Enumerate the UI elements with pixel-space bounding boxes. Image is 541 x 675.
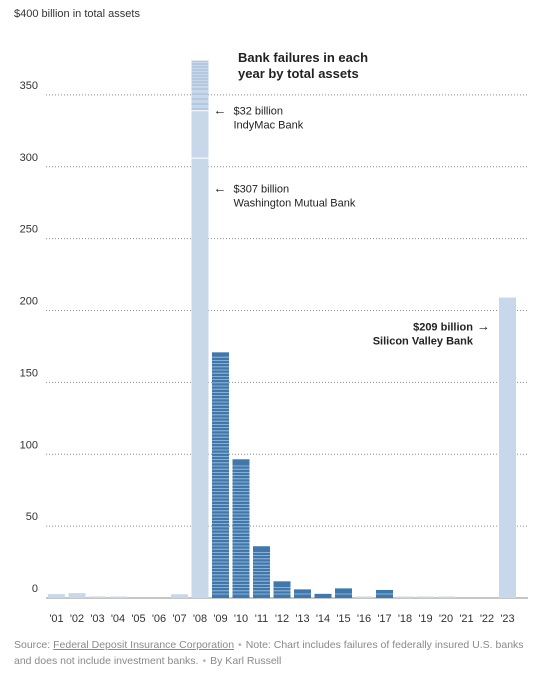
bars: [48, 60, 516, 598]
bar-08: [191, 60, 209, 598]
y-tick-label: 50: [26, 511, 38, 523]
y-axis-label: $400 billion in total assets: [14, 8, 140, 20]
y-tick-label: 350: [20, 80, 38, 92]
x-tick-label: '07: [172, 613, 186, 625]
bar-19: [417, 596, 434, 598]
x-tick-label: '19: [418, 613, 432, 625]
x-tick-label: '06: [152, 613, 166, 625]
bar-11: [253, 546, 270, 598]
annotation: $209 billion Silicon Valley Bank→: [373, 318, 490, 347]
bar-rect: [437, 596, 455, 598]
x-tick-label: '20: [439, 613, 453, 625]
bar-rect: [191, 60, 209, 598]
x-tick-label: '08: [193, 613, 207, 625]
y-tick-label: 300: [20, 152, 38, 164]
annotations: ← $32 billion IndyMac Bank ← $307 billion Was…: [214, 103, 491, 348]
annotation-arrow: →: [477, 318, 490, 333]
x-tick-label: '14: [316, 613, 330, 625]
bar-18: [396, 596, 414, 598]
bar-rect: [273, 581, 291, 598]
bar-rect: [48, 594, 65, 598]
bar-rect: [314, 593, 332, 598]
annotation: ← $307 billion Washington Mutual Bank: [214, 180, 356, 209]
bar-16: [355, 596, 373, 598]
y-tick-labels: 0 50 100 150 200 250 300 350: [20, 80, 38, 595]
footer: Source: Federal Deposit Insurance Corpor…: [14, 637, 529, 669]
x-tick-label: '05: [131, 613, 145, 625]
source-link[interactable]: Federal Deposit Insurance Corporation: [53, 639, 235, 651]
x-tick-label: '04: [111, 613, 125, 625]
bar-09: [212, 352, 229, 598]
byline: By Karl Russell: [210, 655, 282, 667]
x-tick-label: '10: [234, 613, 248, 625]
x-tick-label: '18: [398, 613, 412, 625]
x-tick-label: '02: [70, 613, 84, 625]
bar-rect: [335, 588, 352, 598]
x-tick-label: '09: [213, 613, 227, 625]
bar-17: [376, 589, 393, 598]
bar-rect: [89, 596, 106, 598]
x-tick-label: '03: [90, 613, 104, 625]
bar-15: [335, 588, 352, 598]
x-tick-label: '01: [49, 613, 63, 625]
annotation-text: IndyMac Bank: [234, 120, 304, 132]
chart-title-line: Bank failures in each: [238, 50, 368, 65]
bar-02: [68, 593, 86, 598]
annotation: ← $32 billion IndyMac Bank: [214, 103, 304, 132]
bar-rect: [253, 546, 270, 598]
footnote: Note: Chart includes failures of federal…: [14, 639, 524, 667]
annotation-text: $32 billion: [234, 106, 284, 118]
bar-rect: [417, 596, 434, 598]
bar-03: [89, 596, 106, 598]
annotation-arrow: ←: [214, 180, 227, 195]
chart-title-line: year by total assets: [238, 66, 359, 81]
annotation-text: $209 billion: [413, 321, 473, 333]
bar-rect: [68, 593, 86, 598]
annotation-text: Silicon Valley Bank: [373, 335, 474, 347]
y-tick-label: 200: [20, 296, 38, 308]
y-tick-label: 250: [20, 224, 38, 236]
x-tick-label: '11: [255, 613, 269, 625]
separator-dot: •: [202, 655, 207, 667]
bar-12: [273, 581, 291, 598]
annotation-text: Washington Mutual Bank: [234, 197, 356, 209]
separator-dot: •: [238, 639, 242, 651]
x-tick-label: '16: [357, 613, 371, 625]
y-tick-label: 150: [20, 367, 38, 379]
bar-04: [109, 596, 127, 598]
bar-rect: [499, 297, 516, 598]
x-tick-label: '21: [459, 613, 473, 625]
x-tick-labels: '01 '02 '03 '04 '05 '06 '07 '08 '09 '10 '11 '12 '13 '…: [49, 613, 514, 625]
bar-14: [314, 593, 332, 598]
x-tick-label: '12: [275, 613, 289, 625]
x-tick-label: '22: [480, 613, 494, 625]
x-tick-label: '23: [500, 613, 514, 625]
x-tick-label: '13: [295, 613, 309, 625]
annotation-text: $307 billion: [234, 183, 290, 195]
x-tick-label: '15: [336, 613, 350, 625]
y-tick-label: 0: [32, 583, 38, 595]
bar-13: [294, 589, 311, 598]
bar-10: [232, 459, 250, 598]
bar-rect: [396, 596, 414, 598]
bar-rect: [171, 594, 188, 598]
bar-01: [48, 594, 65, 598]
x-tick-label: '17: [377, 613, 391, 625]
bar-rect: [355, 596, 373, 598]
bar-rect: [109, 596, 127, 598]
bar-07: [171, 594, 188, 598]
y-tick-label: 100: [20, 439, 38, 451]
source-label: Source:: [14, 639, 51, 651]
bar-rect: [232, 459, 250, 598]
annotation-arrow: ←: [214, 103, 227, 118]
bar-20: [437, 596, 455, 598]
bar-23: [499, 297, 516, 598]
